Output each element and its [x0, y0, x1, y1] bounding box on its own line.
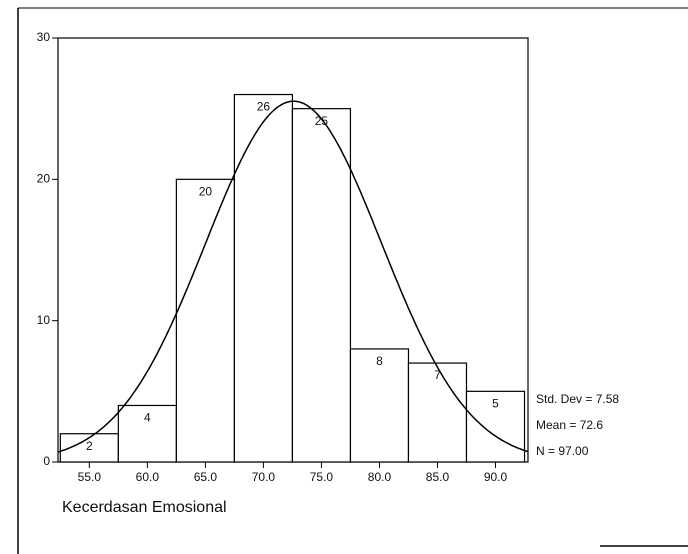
x-tick-label: 80.0	[368, 470, 392, 484]
x-tick-label: 65.0	[194, 470, 218, 484]
y-tick-label: 10	[37, 313, 51, 327]
bar	[176, 179, 234, 462]
y-tick-label: 30	[37, 30, 51, 44]
data-label: 2	[86, 439, 93, 453]
stat-label: N = 97.00	[536, 444, 589, 458]
data-label: 26	[257, 100, 271, 114]
x-tick-label: 90.0	[484, 470, 508, 484]
chart: Kecerdasan Emosional 0 10 20 30 55.0 60.0 65.0…	[0, 0, 688, 554]
y-tick-label: 20	[37, 172, 51, 186]
x-tick-label: 70.0	[252, 470, 276, 484]
x-axis-title: Kecerdasan Emosional	[62, 499, 227, 516]
data-label: 8	[376, 354, 383, 368]
y-tick-label: 0	[43, 454, 50, 468]
x-tick-label: 55.0	[78, 470, 102, 484]
bar	[234, 95, 292, 462]
data-label: 4	[144, 411, 151, 425]
x-tick-label: 75.0	[310, 470, 334, 484]
data-label: 5	[492, 397, 499, 411]
x-tick-label: 85.0	[426, 470, 450, 484]
stat-label: Mean = 72.6	[536, 418, 603, 432]
stat-label: Std. Dev = 7.58	[536, 392, 619, 406]
x-tick-label: 60.0	[136, 470, 160, 484]
data-label: 7	[434, 368, 441, 382]
data-label: 20	[199, 185, 213, 199]
bar	[292, 109, 350, 462]
